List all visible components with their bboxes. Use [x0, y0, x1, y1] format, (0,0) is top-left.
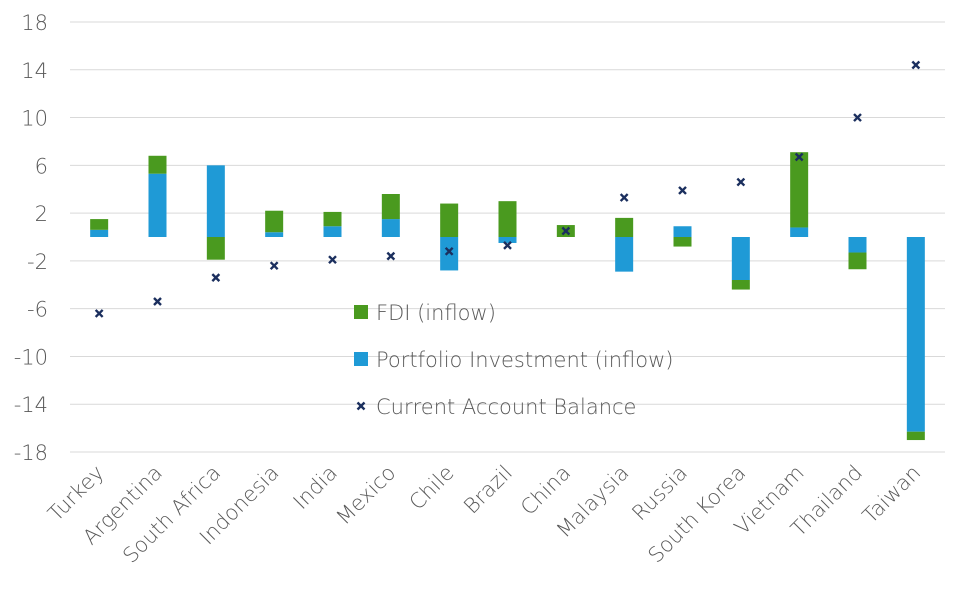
x-category-label: Taiwan [858, 461, 925, 528]
legend-x-glyph-stroke [356, 401, 366, 411]
legend-portfolio-swatch [354, 352, 368, 366]
portfolio-bar [381, 219, 400, 237]
x-category-label: Chile [405, 461, 459, 515]
y-tick-label: -6 [27, 298, 48, 322]
portfolio-bar [440, 237, 459, 271]
current-account-marker [269, 261, 279, 271]
x-category-label: Brazil [459, 461, 517, 519]
fdi-bar [673, 237, 692, 247]
portfolio-bar [265, 232, 284, 237]
y-axis-tick-labels: 18 14 10 6 2 -2 -6 -10 -14 -18 [14, 11, 48, 465]
current-account-marker-stroke [328, 255, 337, 265]
fdi-bar [848, 252, 867, 270]
y-tick-label: -10 [14, 345, 48, 369]
current-account-marker-stroke [94, 309, 104, 318]
current-account-marker [444, 246, 454, 256]
legend-portfolio-label: Portfolio Investment (inflow) [376, 348, 673, 372]
fdi-bar [440, 203, 459, 237]
portfolio-bar [731, 237, 750, 280]
portfolio-bar [90, 229, 109, 237]
portfolio-bar [790, 227, 809, 237]
current-account-marker-stroke [561, 226, 571, 236]
current-account-marker [561, 226, 571, 236]
legend-current-account-marker [356, 401, 366, 411]
fdi-bar [906, 431, 925, 441]
current-account-marker [794, 152, 804, 162]
current-account-marker [503, 241, 512, 250]
x-category-label: Mexico [332, 461, 401, 530]
current-account-marker-stroke [503, 241, 512, 250]
current-account-marker [94, 309, 104, 318]
legend: FDI (inflow) Portfolio Investment (inflo… [354, 301, 673, 419]
portfolio-bar [498, 237, 517, 243]
y-tick-label: -2 [27, 250, 48, 274]
current-account-marker-stroke [211, 273, 221, 282]
current-account-marker-stroke [269, 261, 279, 271]
current-account-marker-stroke [678, 186, 687, 195]
y-tick-label: 2 [35, 202, 48, 226]
portfolio-bar [615, 237, 634, 272]
current-account-marker-stroke [736, 177, 746, 187]
fdi-bar [615, 217, 634, 237]
current-account-marker [153, 297, 162, 306]
current-account-marker-stroke [619, 193, 629, 202]
legend-fdi-label: FDI (inflow) [376, 301, 496, 325]
current-account-marker [678, 186, 687, 195]
fdi-bar [148, 155, 167, 174]
current-account-marker-stroke [853, 113, 862, 122]
portfolio-bar [148, 173, 167, 237]
portfolio-bar [673, 226, 692, 237]
x-category-label: India [289, 461, 342, 514]
current-account-marker [853, 113, 862, 122]
legend-fdi-swatch [354, 305, 368, 319]
y-tick-label: -14 [14, 393, 48, 417]
fdi-bar [206, 237, 225, 260]
fdi-bar [265, 210, 284, 233]
legend-current-account-label: Current Account Balance [376, 395, 636, 419]
current-account-marker [328, 255, 337, 265]
current-account-marker [619, 193, 629, 202]
current-account-marker-stroke [911, 60, 921, 70]
current-account-marker-stroke [444, 246, 454, 256]
current-account-marker [386, 251, 396, 261]
portfolio-bar [848, 237, 867, 253]
fdi-bar [323, 211, 342, 227]
current-account-marker-stroke [386, 251, 396, 261]
fdi-bar [381, 194, 400, 220]
y-tick-label: 6 [35, 154, 48, 178]
current-account-marker [736, 177, 746, 187]
legend-x-glyph [356, 401, 366, 411]
y-tick-label: 14 [21, 59, 48, 83]
fdi-bar [790, 152, 809, 228]
fdi-bar [498, 201, 517, 237]
current-account-marker [211, 273, 221, 282]
portfolio-bar [206, 165, 225, 237]
portfolio-bar [906, 237, 925, 432]
y-tick-label: 18 [21, 11, 48, 35]
fdi-bar [90, 219, 109, 230]
current-account-marker [911, 60, 921, 70]
y-tick-label: -18 [14, 441, 48, 465]
y-tick-label: 10 [21, 107, 48, 131]
portfolio-bar [323, 226, 342, 237]
current-account-marker-stroke [794, 152, 804, 162]
current-account-marker-stroke [153, 297, 162, 306]
current-account-markers [94, 60, 921, 318]
fdi-bar [731, 280, 750, 290]
